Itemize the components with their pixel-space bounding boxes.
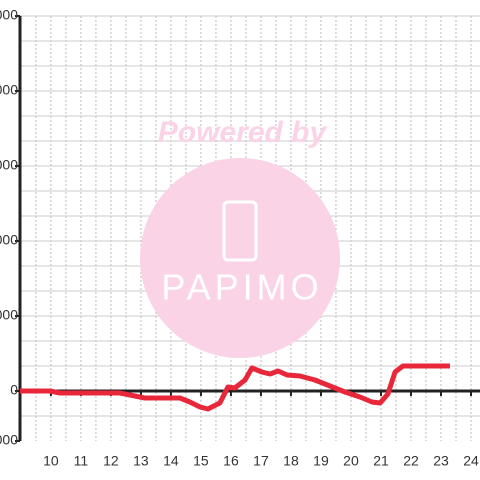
y-tick-label: 30,000 (0, 307, 18, 323)
x-tick-label: 22 (403, 453, 419, 469)
x-tick-label: 11 (74, 453, 89, 469)
y-tick-label: 90,000 (0, 157, 18, 173)
x-tick-label: 21 (373, 453, 389, 469)
x-tick-label: 12 (103, 453, 119, 469)
y-tick-label: 120,000 (0, 82, 18, 98)
x-tick-label: 23 (433, 453, 449, 469)
watermark-logo: PAPIMO (161, 267, 322, 308)
y-tick-label: 150,000 (0, 7, 18, 23)
x-tick-label: 20 (343, 453, 359, 469)
x-tick-label: 13 (133, 453, 149, 469)
watermark-icon (222, 200, 258, 262)
x-tick-label: 18 (283, 453, 299, 469)
x-tick-label: 14 (163, 453, 179, 469)
watermark-text: Powered by (158, 116, 328, 149)
watermark-circle (140, 158, 340, 358)
x-tick-label: 24 (463, 453, 479, 469)
y-tick-label: 0 (10, 382, 18, 398)
x-tick-label: 15 (193, 453, 209, 469)
x-tick-label: 10 (43, 453, 59, 469)
x-tick-label: 19 (313, 453, 329, 469)
x-tick-label: 17 (253, 453, 269, 469)
y-tick-label: -20,000 (0, 432, 18, 448)
y-tick-label: 60,000 (0, 232, 18, 248)
x-tick-label: 16 (223, 453, 239, 469)
series-line (20, 363, 450, 412)
